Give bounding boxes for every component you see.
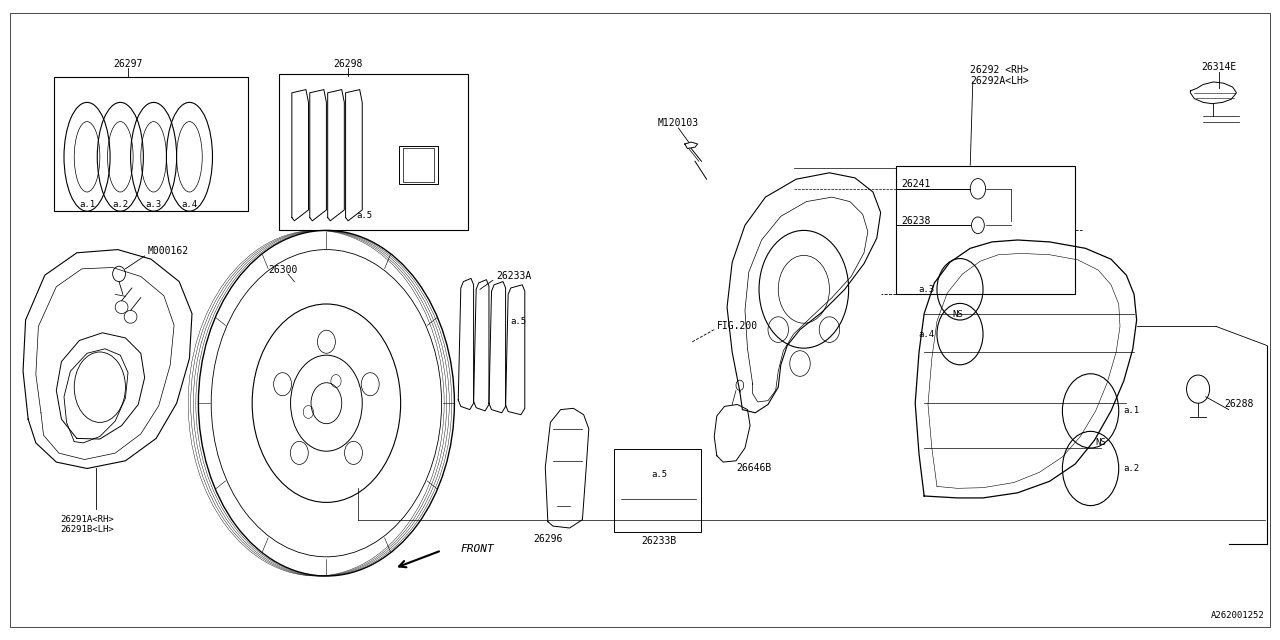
Text: 26646B: 26646B: [736, 463, 772, 474]
Text: a.1: a.1: [1124, 406, 1140, 415]
Bar: [896, 166, 1075, 294]
Text: a.2: a.2: [1124, 464, 1140, 473]
Text: 26292 <RH>
26292A<LH>: 26292 <RH> 26292A<LH>: [970, 65, 1029, 86]
Text: NS: NS: [1096, 438, 1106, 447]
Text: FIG.200: FIG.200: [717, 321, 758, 332]
Bar: [403, 148, 434, 182]
Text: 26300: 26300: [269, 265, 298, 275]
Text: a.1: a.1: [79, 200, 95, 209]
Text: a.5: a.5: [652, 470, 667, 479]
Bar: [54, 77, 248, 211]
Text: a.4: a.4: [182, 200, 197, 209]
Text: a.4: a.4: [918, 330, 934, 339]
Text: a.5: a.5: [357, 211, 372, 220]
Text: A262001252: A262001252: [1211, 611, 1265, 620]
Text: 26296: 26296: [534, 534, 562, 544]
Bar: [399, 146, 438, 184]
Text: 26298: 26298: [334, 59, 362, 69]
Text: 26288: 26288: [1225, 399, 1253, 410]
Bar: [279, 74, 468, 230]
Text: 26233A: 26233A: [497, 271, 532, 282]
Text: 26291A<RH>
26291B<LH>: 26291A<RH> 26291B<LH>: [60, 515, 114, 534]
Text: 26238: 26238: [902, 216, 931, 226]
Text: a.5: a.5: [511, 317, 526, 326]
Text: M120103: M120103: [658, 118, 699, 128]
Text: 26241: 26241: [902, 179, 931, 189]
Text: a.2: a.2: [113, 200, 128, 209]
Text: NS: NS: [952, 310, 963, 319]
Text: M000162: M000162: [147, 246, 188, 256]
Text: a.3: a.3: [146, 200, 161, 209]
Bar: [614, 449, 701, 532]
Text: 26314E: 26314E: [1201, 62, 1236, 72]
Text: 26297: 26297: [114, 59, 142, 69]
Text: 26233B: 26233B: [641, 536, 677, 546]
Text: a.3: a.3: [918, 285, 934, 294]
Text: FRONT: FRONT: [461, 544, 494, 554]
